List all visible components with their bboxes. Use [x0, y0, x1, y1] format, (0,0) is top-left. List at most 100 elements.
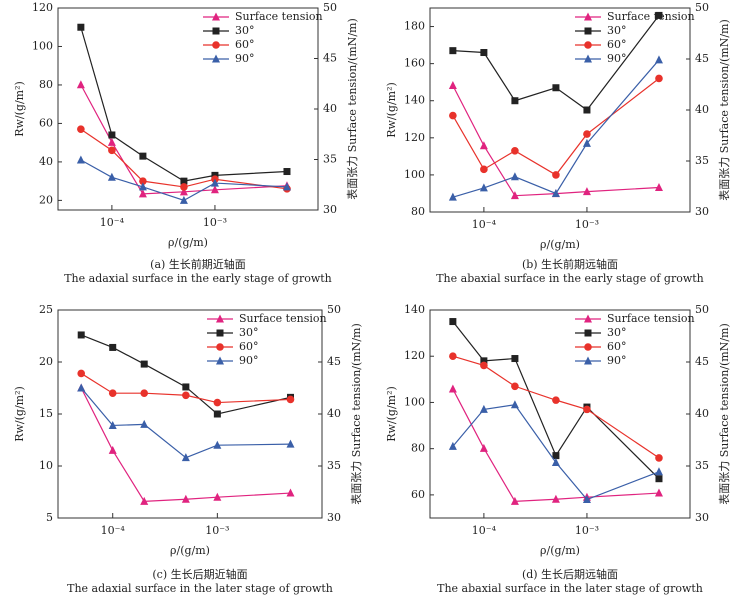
x-tick-label: 10⁻⁴ [472, 524, 497, 537]
series-line [80, 27, 288, 182]
marker [182, 383, 190, 391]
series-line [80, 159, 288, 202]
marker [286, 439, 295, 448]
y2-tick-label: 40 [323, 102, 337, 115]
y-tick-label: 80 [411, 205, 425, 218]
marker [108, 445, 117, 454]
marker [448, 441, 457, 450]
marker [77, 125, 85, 133]
marker [448, 384, 457, 393]
y-tick-label: 10 [39, 459, 53, 472]
marker [551, 494, 560, 503]
series-line [452, 355, 660, 459]
y-tick-label: 180 [404, 20, 425, 33]
marker [510, 400, 519, 409]
y-tick-label: 120 [404, 131, 425, 144]
marker [584, 314, 592, 323]
marker [582, 495, 591, 504]
y2-axis-label: 表面张力 Surface tension/(mN/m) [717, 19, 731, 201]
marker [654, 55, 663, 64]
marker [584, 41, 592, 49]
marker [283, 168, 291, 176]
y2-tick-label: 50 [695, 303, 709, 316]
caption: The abaxial surface in the later stage o… [437, 582, 703, 595]
panel-label: (b) 生长前期远轴面 [522, 257, 618, 271]
series-line [452, 85, 660, 197]
plot-frame [429, 7, 691, 213]
marker [77, 383, 86, 392]
x-tick-label: 10⁻⁴ [101, 524, 126, 537]
y2-tick-label: 35 [695, 459, 709, 472]
legend-label: Surface tension [607, 312, 695, 325]
y2-tick-label: 35 [327, 459, 341, 472]
series-line [80, 84, 288, 195]
y2-axis-label: 表面张力 Surface tension/(mN/m) [717, 323, 731, 505]
x-axis-label: ρ/(g/m) [168, 236, 208, 249]
marker [655, 74, 663, 83]
marker [213, 492, 222, 501]
x-axis-label: ρ/(g/m) [540, 238, 580, 251]
marker [511, 382, 519, 391]
panel: 80 100 120 140 160 180 30 35 40 45 50 10⁻⁴ 10⁻³ ρ/(g/… [385, 1, 731, 285]
y-tick-label: 20 [39, 193, 53, 206]
y-tick-label: 80 [411, 442, 425, 455]
y2-tick-label: 50 [695, 1, 709, 14]
marker [181, 494, 190, 503]
marker [584, 27, 592, 35]
y-tick-label: 20 [39, 355, 53, 368]
marker [449, 47, 457, 55]
legend-label: 60° [607, 38, 627, 51]
caption: The adaxial surface in the later stage o… [67, 582, 333, 595]
y-tick-label: 140 [404, 303, 425, 316]
y2-tick-label: 30 [695, 511, 709, 524]
y2-tick-label: 45 [695, 355, 709, 368]
legend-label: 90° [607, 354, 627, 367]
y-tick-label: 25 [39, 303, 53, 316]
marker [655, 454, 663, 462]
marker [286, 395, 295, 404]
legend-label: Surface tension [607, 10, 695, 23]
series-line [80, 334, 291, 415]
series-line [80, 387, 291, 502]
marker [479, 183, 488, 192]
marker [449, 352, 457, 361]
y-tick-label: 5 [46, 511, 53, 524]
legend-label: 60° [607, 340, 627, 353]
marker [216, 356, 224, 365]
marker [511, 355, 519, 363]
marker [179, 195, 188, 204]
x-tick-label: 10⁻³ [575, 524, 599, 537]
marker [552, 452, 560, 460]
series-line [452, 388, 660, 502]
marker [583, 130, 591, 138]
marker [654, 467, 663, 476]
marker [510, 172, 519, 181]
series-line [452, 77, 660, 176]
y2-tick-label: 30 [323, 203, 337, 216]
marker [584, 356, 592, 365]
marker [140, 360, 148, 368]
marker [480, 49, 488, 57]
marker [212, 54, 220, 63]
y2-axis-label: 表面张力 Surface tension/(mN/m) [345, 18, 359, 200]
marker [654, 488, 663, 497]
series-line [80, 387, 291, 459]
marker [108, 420, 117, 429]
y2-tick-label: 40 [695, 407, 709, 420]
marker [108, 389, 117, 398]
marker [282, 182, 291, 191]
y-tick-label: 60 [411, 488, 425, 501]
marker [449, 111, 457, 120]
marker [583, 405, 591, 414]
marker [583, 106, 591, 114]
x-tick-label: 10⁻³ [205, 524, 229, 537]
marker [216, 329, 224, 337]
y-axis-label: Rw/(g/m²) [13, 386, 26, 442]
marker [212, 12, 220, 21]
y2-tick-label: 35 [695, 154, 709, 167]
marker [76, 155, 85, 164]
y-tick-label: 120 [32, 1, 53, 14]
y2-tick-label: 50 [327, 303, 341, 316]
marker [182, 391, 190, 400]
